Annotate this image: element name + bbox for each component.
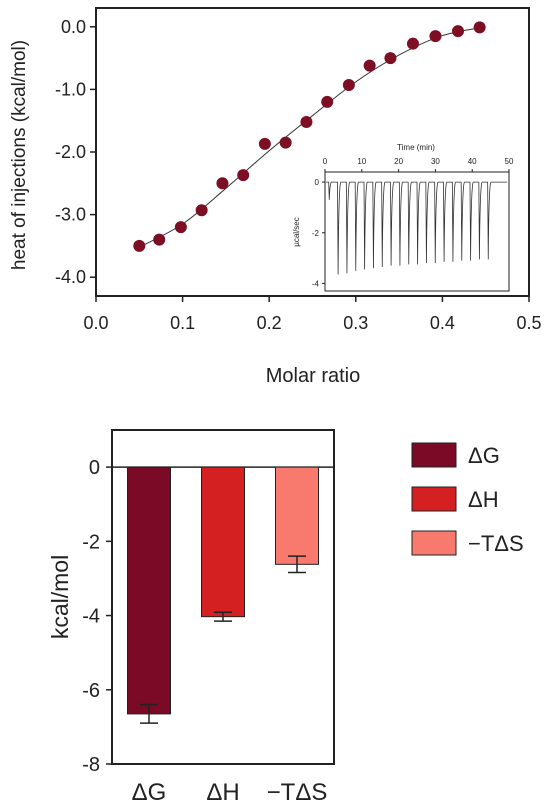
isotherm-x-axis-label: Molar ratio xyxy=(266,365,360,387)
isotherm-data-point xyxy=(342,79,355,92)
isotherm-y-ticks: 0.0 -1.0 -2.0 -3.0 -4.0 xyxy=(55,17,96,287)
isotherm-y-tick-label: -4.0 xyxy=(55,267,86,287)
isotherm-y-tick-label: -3.0 xyxy=(55,205,86,225)
isotherm-data-point xyxy=(473,21,486,34)
isotherm-data-point xyxy=(237,169,250,182)
bar-y-ticks: 0 -2 -4 -6 -8 xyxy=(82,457,112,776)
bar-2 xyxy=(201,466,245,618)
thermogram-y-tick-label: 0 xyxy=(315,178,320,187)
isotherm-x-tick-label: 0.4 xyxy=(430,313,455,333)
legend-label: −TΔS xyxy=(468,531,524,556)
bar-y-tick-label: -2 xyxy=(82,531,100,553)
thermogram-x-axis-label: Time (min) xyxy=(397,143,435,152)
bar-y-tick-label: 0 xyxy=(89,457,100,479)
bar-category-label: ΔG xyxy=(132,779,167,806)
isotherm-data-point xyxy=(195,204,208,217)
thermogram-y-axis-label: µcal/sec xyxy=(292,217,301,247)
thermogram-x-tick-label: 20 xyxy=(394,157,403,166)
bar-plot-frame xyxy=(111,429,335,765)
legend-label: ΔH xyxy=(468,487,499,512)
thermogram-x-ticks: 0 10 20 30 40 50 xyxy=(323,157,514,172)
isotherm-data-point xyxy=(451,25,464,38)
isotherm-data-point xyxy=(279,136,292,149)
isotherm-fit-curve xyxy=(139,26,486,248)
legend-label: ΔG xyxy=(468,443,500,468)
isotherm-y-tick-label: -2.0 xyxy=(55,142,86,162)
bar-category-label: ΔH xyxy=(206,779,239,806)
bar-3 xyxy=(275,466,319,565)
isotherm-data-point xyxy=(406,37,419,50)
bar-legend: ΔG ΔH −TΔS xyxy=(411,442,524,556)
isotherm-x-tick-label: 0.1 xyxy=(170,313,195,333)
isotherm-data-point xyxy=(153,233,166,246)
isotherm-data-point xyxy=(363,59,376,72)
thermodynamics-bar-chart: 0 -2 -4 -6 -8 kcal/mol ΔG ΔH −TΔS ΔG ΔH −TΔS xyxy=(47,429,524,806)
bar-series xyxy=(127,466,319,724)
isotherm-data-point xyxy=(429,30,442,43)
thermogram-x-tick-label: 30 xyxy=(431,157,440,166)
thermogram-y-tick-label: -2 xyxy=(312,229,320,238)
bar-y-tick-label: -4 xyxy=(82,606,100,628)
isotherm-x-tick-label: 0.3 xyxy=(343,313,368,333)
isotherm-x-tick-label: 0.0 xyxy=(83,313,108,333)
bar-y-tick-label: -8 xyxy=(82,754,100,776)
isotherm-data-point xyxy=(258,137,271,150)
isotherm-data-point xyxy=(216,177,229,190)
thermogram-x-tick-label: 10 xyxy=(357,157,366,166)
bar-1 xyxy=(127,466,171,715)
thermogram-x-tick-label: 40 xyxy=(468,157,477,166)
isotherm-y-tick-label: -1.0 xyxy=(55,79,86,99)
thermogram-y-tick-label: -4 xyxy=(312,279,320,288)
isotherm-x-tick-label: 0.5 xyxy=(516,313,541,333)
isotherm-data-point xyxy=(300,115,313,128)
isotherm-y-tick-label: 0.0 xyxy=(61,17,86,37)
isotherm-chart: 0.0 -1.0 -2.0 -3.0 -4.0 0.0 0.1 0.2 0.3 0.4 0.5 h… xyxy=(9,7,542,387)
isotherm-y-axis-label: heat of injections (kcal/mol) xyxy=(9,40,30,270)
bar-y-axis-label: kcal/mol xyxy=(47,555,73,639)
legend-swatch xyxy=(411,530,457,556)
isotherm-data-point xyxy=(321,95,334,108)
bar-category-labels: ΔG ΔH −TΔS xyxy=(132,779,328,806)
isotherm-x-tick-label: 0.2 xyxy=(257,313,282,333)
isotherm-x-ticks: 0.0 0.1 0.2 0.3 0.4 0.5 xyxy=(83,296,542,333)
thermogram-inset: Time (min) µcal/sec 0 10 20 30 40 50 0 -2 -4 xyxy=(292,143,514,292)
isotherm-data-points xyxy=(133,21,486,252)
isotherm-data-point xyxy=(174,221,187,234)
legend-swatch xyxy=(411,486,457,512)
thermogram-x-tick-label: 0 xyxy=(323,157,328,166)
isotherm-data-point xyxy=(133,239,146,252)
bar-category-label: −TΔS xyxy=(267,779,328,806)
bar-y-tick-label: -6 xyxy=(82,680,100,702)
thermogram-trace xyxy=(326,181,508,275)
legend-swatch xyxy=(411,442,457,468)
thermogram-y-ticks: 0 -2 -4 xyxy=(312,178,325,288)
thermogram-x-tick-label: 50 xyxy=(505,157,514,166)
isotherm-data-point xyxy=(384,52,397,65)
